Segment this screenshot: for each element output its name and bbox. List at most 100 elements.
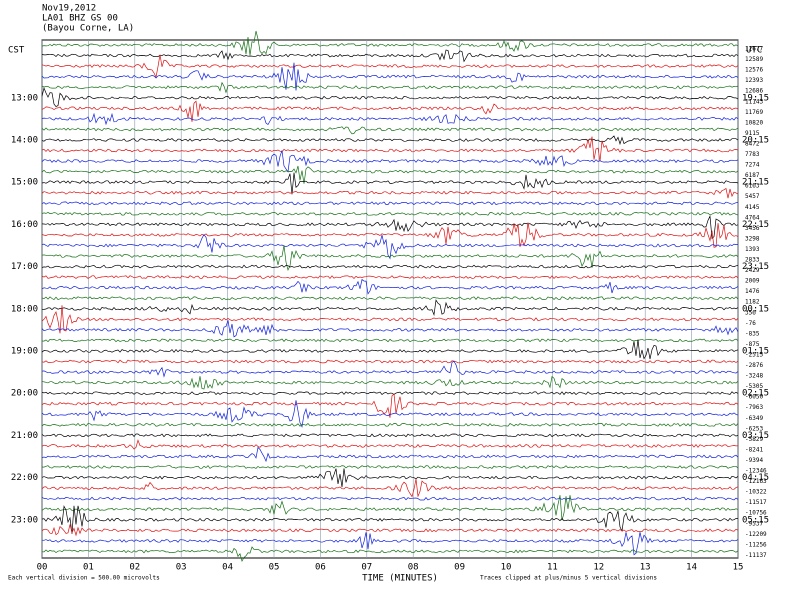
trace <box>41 305 739 334</box>
x-tick-label: 09 <box>454 563 465 573</box>
trace <box>41 135 739 146</box>
trace-offset: -3248 <box>745 373 763 380</box>
trace-offset: 12589 <box>745 56 763 63</box>
trace <box>41 375 739 390</box>
left-label: 23:00 <box>11 515 38 525</box>
right-label: 22:15 <box>742 220 769 230</box>
trace <box>41 478 739 498</box>
trace-offset: -11256 <box>745 541 767 548</box>
location: (Bayou Corne, LA) <box>42 24 134 34</box>
left-label: 19:00 <box>11 346 38 356</box>
trace <box>41 360 739 378</box>
x-tick-label: 15 <box>733 563 744 573</box>
right-label: 21:15 <box>742 178 769 188</box>
trace <box>41 172 739 195</box>
trace <box>41 264 739 269</box>
trace-offset: -5829 <box>745 436 763 443</box>
trace <box>41 391 739 396</box>
trace <box>41 54 739 79</box>
right-label: 04:15 <box>742 473 769 483</box>
trace-offset: 1182 <box>745 299 760 306</box>
trace-offset: -6253 <box>745 425 763 432</box>
trace-offset: 11143 <box>745 98 763 105</box>
trace <box>41 320 739 338</box>
x-tick-label: 06 <box>315 563 326 573</box>
left-label: 15:00 <box>11 178 38 188</box>
trace <box>41 400 739 428</box>
trace-offset: 2833 <box>745 257 760 264</box>
x-tick-label: 05 <box>269 563 280 573</box>
trace <box>41 495 739 521</box>
trace-offset: 2009 <box>745 278 760 285</box>
trace-offset: -12209 <box>745 531 767 538</box>
x-tick-label: 08 <box>408 563 419 573</box>
trace-offset: -2515 <box>745 351 763 358</box>
x-tick-label: 07 <box>361 563 372 573</box>
trace <box>41 245 739 272</box>
trace-offset: -10322 <box>745 489 767 496</box>
trace-offset: 12393 <box>745 77 763 84</box>
trace <box>41 201 739 206</box>
left-label: 21:00 <box>11 431 38 441</box>
left-label: 13:00 <box>11 93 38 103</box>
x-title: TIME (MINUTES) <box>362 574 438 584</box>
trace-offset: 11769 <box>745 109 763 116</box>
trace-offset: 356 <box>745 309 756 316</box>
trace-offset: -7963 <box>745 404 763 411</box>
trace <box>41 496 739 501</box>
trace-offset: -835 <box>745 330 760 337</box>
trace <box>41 86 739 108</box>
trace <box>41 524 739 537</box>
trace <box>41 49 739 63</box>
date: Nov19,2012 <box>42 4 96 14</box>
trace <box>41 359 739 364</box>
left-label: 22:00 <box>11 473 38 483</box>
trace <box>41 165 739 184</box>
trace <box>41 187 739 199</box>
trace <box>41 393 739 418</box>
trace <box>41 546 739 563</box>
trace <box>41 465 739 469</box>
trace-offset: 8472 <box>745 140 760 147</box>
trace-offset: 7274 <box>745 162 760 169</box>
x-tick-label: 03 <box>176 563 187 573</box>
x-tick-label: 13 <box>640 563 651 573</box>
trace-offset: 3298 <box>745 235 760 242</box>
right-label: 19:15 <box>742 93 769 103</box>
trace-offset: -11137 <box>745 552 767 559</box>
x-tick-label: 10 <box>501 563 512 573</box>
trace-offset: 7783 <box>745 151 760 158</box>
trace-offset: 4764 <box>745 214 760 221</box>
left-label: 20:00 <box>11 389 38 399</box>
trace-offset: -5305 <box>745 383 763 390</box>
x-tick-label: 02 <box>129 563 140 573</box>
trace-offset: 3456 <box>745 225 760 232</box>
trace-offset: 10820 <box>745 119 763 126</box>
trace-offset: -12346 <box>745 468 767 475</box>
trace-offset: 5457 <box>745 193 760 200</box>
trace <box>41 233 739 260</box>
left-label: 16:00 <box>11 220 38 230</box>
trace <box>41 338 739 343</box>
right-label: 03:15 <box>742 431 769 441</box>
trace-offset: -76 <box>745 320 756 327</box>
trace <box>41 433 739 438</box>
trace-offset: -6349 <box>745 415 763 422</box>
x-tick-label: 11 <box>547 563 558 573</box>
right-label: 00:15 <box>742 304 769 314</box>
left-label: 17:00 <box>11 262 38 272</box>
footer-left: Each vertical division = 500.00 microvol… <box>8 575 160 582</box>
trace-offset: 12576 <box>745 67 763 74</box>
trace-offset: 6187 <box>745 172 760 179</box>
trace <box>41 30 739 56</box>
trace-offset: 9115 <box>745 130 760 137</box>
trace <box>41 112 739 126</box>
trace <box>41 299 739 317</box>
left-title: CST <box>8 46 25 56</box>
trace-offset: -9537 <box>745 520 763 527</box>
trace <box>41 100 739 122</box>
trace-offset: 1393 <box>745 246 760 253</box>
left-label: 18:00 <box>11 304 38 314</box>
right-label: 23:15 <box>742 262 769 272</box>
trace-offset: 2429 <box>745 267 760 274</box>
